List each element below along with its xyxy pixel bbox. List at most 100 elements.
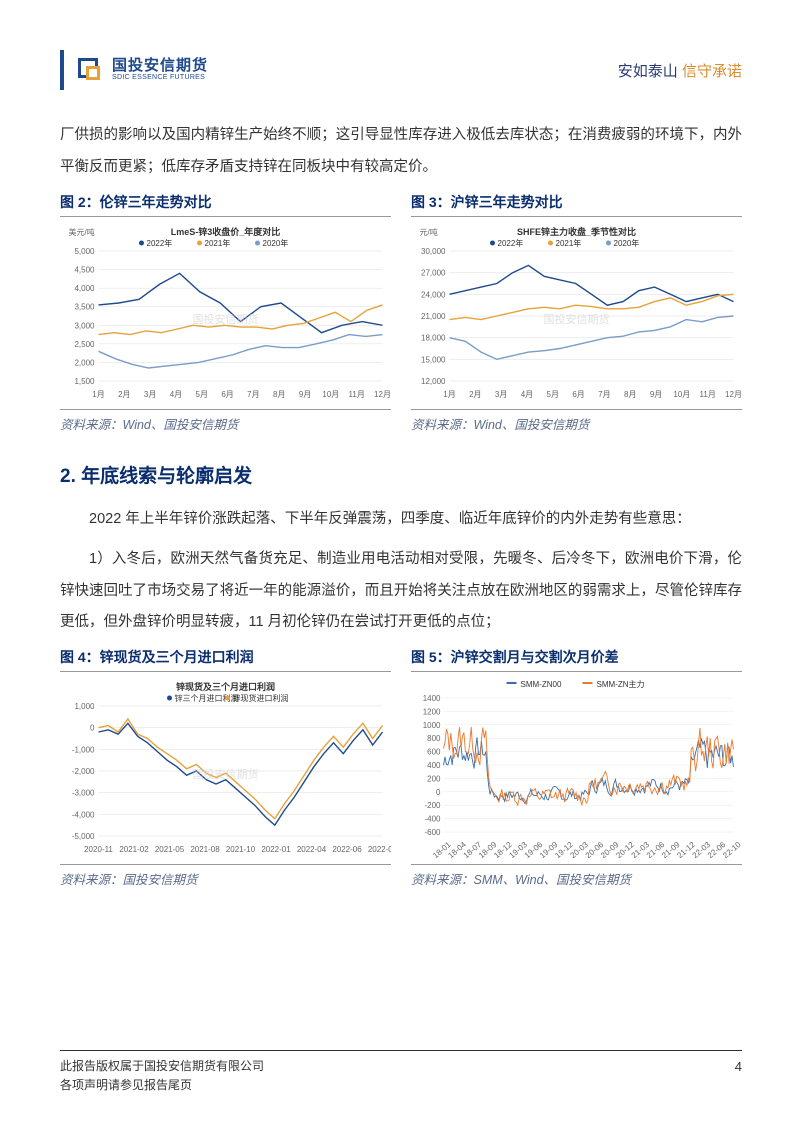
svg-text:5月: 5月 bbox=[547, 390, 559, 399]
svg-text:SHFE锌主力收盘_季节性对比: SHFE锌主力收盘_季节性对比 bbox=[517, 226, 636, 237]
chart5: -600-400-200020040060080010001200140018-… bbox=[411, 678, 742, 858]
paragraph-2: 2022 年上半年锌价涨跌起落、下半年反弹震荡，四季度、临近年底锌价的内外走势有… bbox=[60, 504, 742, 536]
svg-text:1,000: 1,000 bbox=[74, 702, 95, 711]
chart3-title: 图 3：沪锌三年走势对比 bbox=[411, 192, 742, 217]
svg-text:15,000: 15,000 bbox=[421, 355, 446, 364]
svg-text:6月: 6月 bbox=[221, 390, 233, 399]
svg-text:1000: 1000 bbox=[423, 721, 441, 730]
svg-text:2022-01: 2022-01 bbox=[261, 845, 291, 854]
svg-text:800: 800 bbox=[427, 735, 441, 744]
chart2: 1,5002,0002,5003,0003,5004,0004,5005,000… bbox=[60, 223, 391, 403]
chart4-source: 资料来源：国投安信期货 bbox=[60, 864, 391, 888]
svg-text:10月: 10月 bbox=[322, 390, 339, 399]
svg-text:2021年: 2021年 bbox=[205, 238, 231, 248]
svg-text:4月: 4月 bbox=[170, 390, 182, 399]
slogan-part1: 安如泰山 bbox=[618, 63, 678, 80]
svg-text:锌现货及三个月进口利润: 锌现货及三个月进口利润 bbox=[176, 681, 275, 692]
svg-text:7月: 7月 bbox=[598, 390, 610, 399]
svg-text:2020年: 2020年 bbox=[263, 238, 289, 248]
svg-text:21,000: 21,000 bbox=[421, 312, 446, 321]
logo-cn: 国投安信期货 bbox=[112, 58, 208, 75]
chart4-title: 图 4：锌现货及三个月进口利润 bbox=[60, 647, 391, 672]
svg-text:12月: 12月 bbox=[374, 390, 391, 399]
svg-text:200: 200 bbox=[427, 775, 441, 784]
svg-text:-3,000: -3,000 bbox=[72, 789, 95, 798]
svg-text:国投安信期货: 国投安信期货 bbox=[193, 312, 259, 326]
charts-row-1: 图 2：伦锌三年走势对比 1,5002,0002,5003,0003,5004,… bbox=[60, 192, 742, 433]
svg-text:3月: 3月 bbox=[144, 390, 156, 399]
chart5-title: 图 5：沪锌交割月与交割次月价差 bbox=[411, 647, 742, 672]
page-header: 国投安信期货 SDIC ESSENCE FUTURES 安如泰山 信守承诺 bbox=[60, 50, 742, 90]
svg-text:2022年: 2022年 bbox=[498, 238, 524, 248]
svg-text:12月: 12月 bbox=[725, 390, 742, 399]
svg-text:4,500: 4,500 bbox=[74, 265, 95, 274]
svg-text:10月: 10月 bbox=[673, 390, 690, 399]
chart2-title: 图 2：伦锌三年走势对比 bbox=[60, 192, 391, 217]
svg-text:1200: 1200 bbox=[423, 708, 441, 717]
footer: 此报告版权属于国投安信期货有限公司 各项声明请参见报告尾页 4 bbox=[60, 1050, 742, 1095]
svg-text:-400: -400 bbox=[424, 815, 441, 824]
svg-text:2021-05: 2021-05 bbox=[155, 845, 185, 854]
svg-text:SMM-ZN主力: SMM-ZN主力 bbox=[597, 679, 645, 689]
svg-text:27,000: 27,000 bbox=[421, 268, 446, 277]
svg-text:2022-04: 2022-04 bbox=[297, 845, 327, 854]
slogan-part2: 信守承诺 bbox=[682, 63, 742, 80]
svg-text:24,000: 24,000 bbox=[421, 290, 446, 299]
svg-text:3月: 3月 bbox=[495, 390, 507, 399]
logo-en: SDIC ESSENCE FUTURES bbox=[112, 74, 208, 82]
svg-text:国投安信期货: 国投安信期货 bbox=[193, 767, 259, 781]
svg-text:2022-06: 2022-06 bbox=[332, 845, 362, 854]
svg-text:2022-09: 2022-09 bbox=[368, 845, 391, 854]
svg-text:2021-10: 2021-10 bbox=[226, 845, 256, 854]
chart3: 12,000 15,000 18,000 21,000 24,000 27,000 30,0… bbox=[411, 223, 742, 403]
svg-text:400: 400 bbox=[427, 761, 441, 770]
svg-text:11月: 11月 bbox=[349, 390, 365, 399]
svg-text:5,000: 5,000 bbox=[74, 247, 95, 256]
svg-text:-4,000: -4,000 bbox=[72, 811, 95, 820]
svg-text:2,500: 2,500 bbox=[74, 340, 95, 349]
svg-text:2022年: 2022年 bbox=[147, 238, 173, 248]
svg-text:8月: 8月 bbox=[273, 390, 285, 399]
svg-text:8月: 8月 bbox=[624, 390, 636, 399]
svg-text:18,000: 18,000 bbox=[421, 333, 446, 342]
svg-text:-5,000: -5,000 bbox=[72, 832, 95, 841]
svg-text:30,000: 30,000 bbox=[421, 247, 446, 256]
charts-row-2: 图 4：锌现货及三个月进口利润 -5,000 -4,000 -3,000 -2,000… bbox=[60, 647, 742, 888]
svg-text:600: 600 bbox=[427, 748, 441, 757]
chart2-source: 资料来源：Wind、国投安信期货 bbox=[60, 409, 391, 433]
svg-text:元/吨: 元/吨 bbox=[420, 227, 438, 237]
svg-text:1月: 1月 bbox=[443, 390, 455, 399]
svg-text:美元/吨: 美元/吨 bbox=[69, 227, 95, 237]
chart5-source: 资料来源：SMM、Wind、国投安信期货 bbox=[411, 864, 742, 888]
svg-text:-2,000: -2,000 bbox=[72, 767, 95, 776]
chart4: -5,000-4,000-3,000-2,000-1,00001,0002020… bbox=[60, 678, 391, 858]
page-number: 4 bbox=[735, 1057, 742, 1078]
svg-text:6月: 6月 bbox=[572, 390, 584, 399]
footer-line2: 各项声明请参见报告尾页 bbox=[60, 1076, 264, 1095]
logo-icon bbox=[76, 56, 104, 84]
svg-text:SMM-ZN00: SMM-ZN00 bbox=[521, 680, 562, 689]
svg-text:12,000: 12,000 bbox=[421, 377, 446, 386]
svg-text:1400: 1400 bbox=[423, 694, 441, 703]
chart3-source: 资料来源：Wind、国投安信期货 bbox=[411, 409, 742, 433]
svg-text:国投安信期货: 国投安信期货 bbox=[544, 312, 610, 326]
svg-text:4月: 4月 bbox=[521, 390, 533, 399]
svg-text:0: 0 bbox=[436, 788, 441, 797]
svg-text:2月: 2月 bbox=[469, 390, 481, 399]
svg-text:2,000: 2,000 bbox=[74, 358, 95, 367]
svg-text:锌现货进口利润: 锌现货进口利润 bbox=[233, 693, 289, 703]
section-2-heading: 2. 年底线索与轮廓启发 bbox=[60, 461, 742, 488]
svg-text:2020-11: 2020-11 bbox=[84, 845, 113, 854]
svg-text:3,000: 3,000 bbox=[74, 321, 95, 330]
svg-text:1,500: 1,500 bbox=[74, 377, 95, 386]
svg-text:2021-02: 2021-02 bbox=[119, 845, 149, 854]
svg-text:2021年: 2021年 bbox=[556, 238, 582, 248]
footer-line1: 此报告版权属于国投安信期货有限公司 bbox=[60, 1057, 264, 1076]
svg-text:-200: -200 bbox=[424, 802, 441, 811]
svg-text:4,000: 4,000 bbox=[74, 284, 95, 293]
svg-text:-1,000: -1,000 bbox=[72, 746, 95, 755]
svg-text:9月: 9月 bbox=[650, 390, 662, 399]
svg-text:7月: 7月 bbox=[247, 390, 259, 399]
svg-text:-600: -600 bbox=[424, 828, 441, 837]
paragraph-1: 厂供损的影响以及国内精锌生产始终不顺；这引导显性库存进入极低去库状态；在消费疲弱… bbox=[60, 120, 742, 184]
